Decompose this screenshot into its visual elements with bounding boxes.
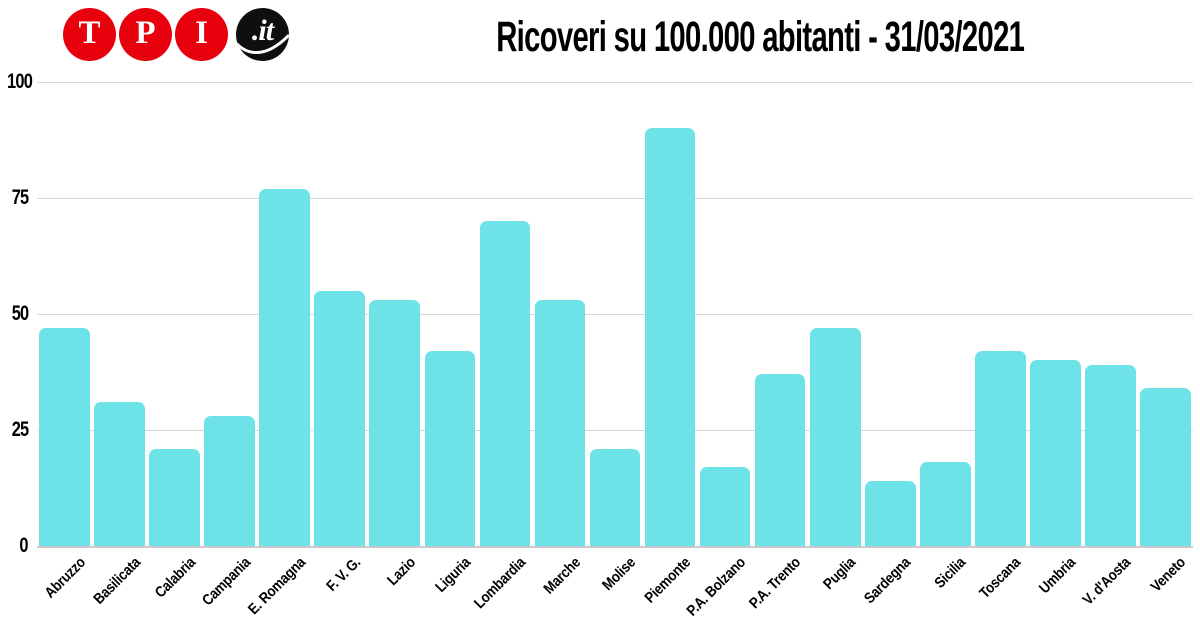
x-axis-label-campania: Campania — [198, 554, 254, 610]
bar-calabria — [149, 448, 200, 546]
x-axis-label-v-d-aosta: V. d'Aosta — [1079, 554, 1135, 609]
logo-circle-p: P — [119, 8, 172, 61]
x-axis-label-lazio: Lazio — [383, 554, 419, 589]
bar-toscana — [975, 351, 1026, 546]
bar-lombardia — [479, 221, 531, 546]
y-axis-tick-0: 0 — [0, 534, 29, 557]
bar-e-romagna — [259, 188, 311, 546]
gridline-100 — [37, 81, 1193, 83]
logo-circle-i: I — [175, 8, 228, 61]
bar-lazio — [369, 300, 421, 546]
x-axis-label-piemonte: Piemonte — [641, 554, 695, 607]
logo-letter-i: I — [195, 15, 208, 51]
chart-title-wrap: Ricoveri su 100.000 abitanti - 31/03/202… — [320, 13, 1200, 62]
logo-circle-t: T — [63, 8, 116, 61]
y-axis-tick-label: 50 — [11, 302, 28, 325]
y-axis-tick-50: 50 — [0, 303, 28, 325]
x-axis-label-sicilia: Sicilia — [931, 554, 970, 592]
x-axis-label-marche: Marche — [540, 554, 584, 598]
bar-sardegna — [864, 481, 916, 546]
tpi-logo: T P I .it — [63, 8, 289, 61]
x-axis-label-p-a-bolzano: P.A. Bolzano — [683, 554, 750, 620]
y-axis-tick-100: 100 — [0, 71, 33, 93]
logo-it-label: .it — [251, 13, 274, 47]
bar-puglia — [809, 327, 861, 546]
logo-swoosh-icon — [236, 34, 289, 55]
x-axis-label-liguria: Liguria — [432, 554, 474, 596]
bar-campania — [204, 416, 255, 546]
x-axis-label-umbria: Umbria — [1036, 554, 1080, 598]
x-axis-label-veneto: Veneto — [1147, 554, 1190, 596]
x-axis-label-p-a-trento: P.A. Trento — [746, 554, 805, 613]
gridline-75 — [37, 197, 1193, 199]
gridline-25 — [37, 429, 1193, 431]
bar-marche — [534, 300, 586, 546]
bar-v-d-aosta — [1085, 365, 1136, 546]
x-axis-line — [37, 546, 1193, 548]
gridline-50 — [37, 313, 1193, 315]
bar-piemonte — [644, 128, 696, 546]
bar-sicilia — [919, 462, 971, 546]
bar-f-v-g — [314, 290, 366, 546]
bar-liguria — [424, 351, 476, 546]
logo-circle-it: .it — [236, 8, 289, 61]
bar-p-a-trento — [754, 374, 806, 546]
x-axis-label-calabria: Calabria — [151, 554, 199, 602]
y-axis-tick-label: 100 — [7, 70, 33, 93]
x-axis-label-sardegna: Sardegna — [861, 554, 915, 608]
bar-veneto — [1140, 388, 1191, 546]
x-axis-label-puglia: Puglia — [820, 554, 860, 593]
y-axis-tick-25: 25 — [0, 419, 28, 441]
x-axis-label-basilicata: Basilicata — [89, 554, 144, 608]
bar-p-a-bolzano — [699, 467, 751, 546]
bar-molise — [589, 448, 641, 546]
bar-basilicata — [94, 402, 145, 546]
logo-letter-t: T — [78, 15, 101, 51]
x-axis-label-f-v-g: F. V. G. — [322, 554, 364, 595]
y-axis-tick-label: 25 — [11, 418, 28, 441]
bar-umbria — [1030, 360, 1081, 546]
y-axis-tick-label: 75 — [11, 186, 28, 209]
logo-letter-p: P — [135, 15, 156, 51]
x-axis-label-molise: Molise — [599, 554, 640, 594]
y-axis-tick-label: 0 — [19, 534, 29, 557]
x-axis-label-lombardia: Lombardia — [470, 554, 529, 613]
y-axis-tick-75: 75 — [0, 187, 28, 209]
x-axis-label-toscana: Toscana — [976, 554, 1025, 602]
chart-title: Ricoveri su 100.000 abitanti - 31/03/202… — [496, 13, 1025, 61]
bar-abruzzo — [39, 327, 90, 546]
x-axis-label-abruzzo: Abruzzo — [41, 554, 89, 602]
x-axis-label-e-romagna: E. Romagna — [244, 554, 309, 619]
